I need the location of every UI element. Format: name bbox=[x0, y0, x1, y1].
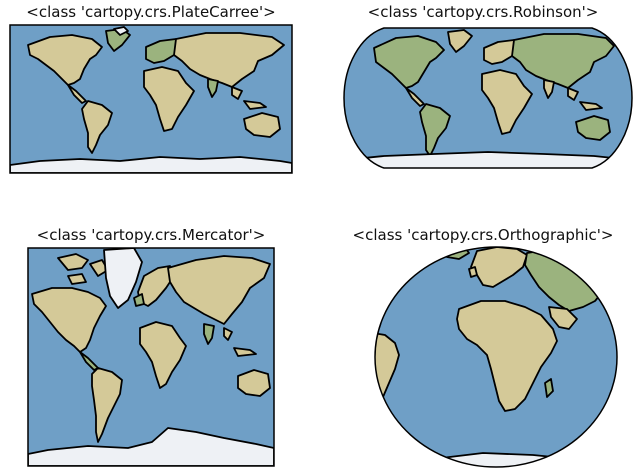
land-layer bbox=[344, 29, 632, 168]
globe-frame bbox=[374, 246, 618, 468]
landmass bbox=[91, 367, 123, 443]
map-frame bbox=[27, 247, 275, 467]
land-layer bbox=[28, 248, 274, 466]
landmass bbox=[223, 327, 257, 357]
landmass bbox=[133, 293, 145, 307]
panel-title-mercator: <class 'cartopy.crs.Mercator'> bbox=[36, 226, 266, 244]
landmass bbox=[67, 84, 87, 104]
landmass bbox=[231, 86, 267, 110]
ice-sheet bbox=[10, 156, 292, 173]
landmass bbox=[405, 87, 425, 107]
panel-title-orthographic: <class 'cartopy.crs.Orthographic'> bbox=[352, 226, 614, 244]
landmass bbox=[81, 100, 113, 154]
map-platecarree bbox=[9, 24, 293, 174]
ice-sheet bbox=[113, 26, 129, 36]
landmass bbox=[481, 69, 533, 135]
landmass bbox=[373, 35, 445, 89]
map-robinson bbox=[343, 27, 633, 169]
landmass bbox=[143, 66, 195, 132]
map-mercator bbox=[27, 247, 275, 467]
ice-sheet bbox=[344, 151, 632, 168]
landmass bbox=[575, 115, 611, 141]
landmass bbox=[468, 266, 478, 278]
landmass bbox=[419, 103, 451, 157]
land-layer bbox=[10, 26, 292, 173]
landmass bbox=[548, 306, 578, 330]
landmass bbox=[31, 287, 107, 353]
ice-sheet bbox=[103, 248, 143, 309]
landmass bbox=[447, 29, 473, 53]
landmass bbox=[207, 78, 219, 98]
landmass bbox=[456, 300, 558, 412]
landmass bbox=[173, 32, 285, 88]
panel-title-platecarree: <class 'cartopy.crs.PlateCarree'> bbox=[26, 3, 276, 21]
landmass bbox=[243, 112, 281, 138]
landmass bbox=[511, 33, 615, 89]
map-frame bbox=[343, 27, 633, 169]
map-frame bbox=[9, 24, 293, 174]
panel-title-robinson: <class 'cartopy.crs.Robinson'> bbox=[367, 3, 599, 21]
landmass bbox=[567, 87, 603, 111]
landmass bbox=[543, 79, 555, 99]
landmass bbox=[167, 255, 271, 325]
landmass bbox=[139, 321, 187, 389]
map-orthographic bbox=[374, 246, 618, 468]
landmass bbox=[203, 323, 215, 345]
landmass bbox=[237, 369, 271, 397]
landmass bbox=[544, 378, 554, 398]
ice-sheet bbox=[28, 427, 274, 466]
landmass bbox=[27, 34, 103, 86]
